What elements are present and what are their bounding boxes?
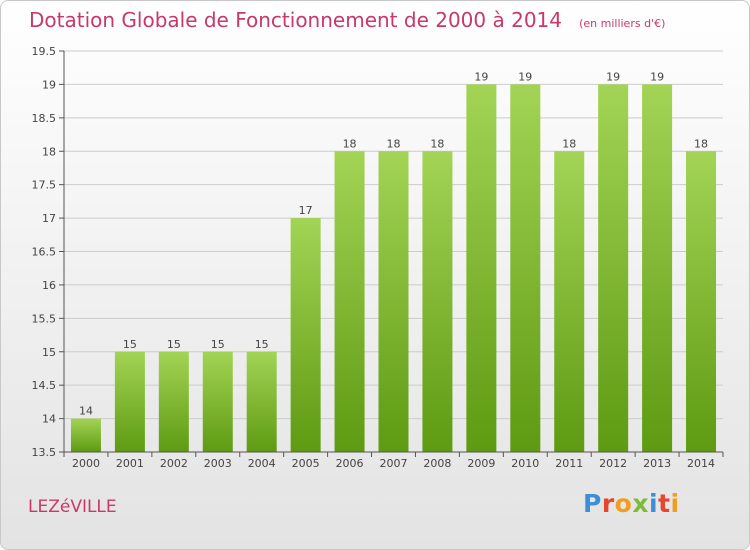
data-labels: 14 15 15 15 15 17 18 18 18 19 19 18 19 19 18 [79,70,708,417]
bar-2012 [598,84,629,453]
bars [70,84,717,453]
commune-name: LEZéVILLE [28,497,117,517]
y-tick-label: 15.5 [32,312,57,325]
x-tick-label: 2014 [687,457,715,470]
bar-2014 [686,151,717,452]
y-tick-label: 15 [42,346,56,359]
bar-2004 [246,351,277,452]
chart-title: Dotation Globale de Fonctionnement de 20… [29,8,562,32]
x-tick-label: 2007 [380,457,408,470]
logo-letter: P [583,489,602,518]
x-tick-label: 2011 [555,457,583,470]
data-label: 18 [343,137,357,150]
y-tick-label: 14.5 [32,379,57,392]
y-tick-label: 19 [42,78,56,91]
data-label: 18 [430,137,444,150]
y-tick-label: 19.5 [32,45,57,58]
data-label: 15 [255,338,269,351]
x-tick-label: 2010 [511,457,539,470]
bar-2001 [114,351,145,452]
data-label: 18 [387,137,401,150]
data-label: 18 [562,137,576,150]
y-tick-label: 18 [42,145,56,158]
data-label: 19 [650,70,664,83]
axes: 13.5 14 14.5 15 15.5 16 16.5 17 17.5 18 18.5 19 19.5… [32,45,724,470]
data-label: 15 [167,338,181,351]
bar-2010 [510,84,541,453]
x-tick-label: 2009 [467,457,495,470]
x-tick-label: 2005 [292,457,320,470]
bar-2003 [202,351,233,452]
bar-2005 [290,218,321,452]
data-label: 15 [123,338,137,351]
bar-2007 [378,151,409,452]
x-tick-label: 2006 [336,457,364,470]
bar-2002 [158,351,189,452]
y-tick-label: 16 [42,279,56,292]
logo-letter: o [614,489,633,518]
y-tick-label: 18.5 [32,112,57,125]
y-tick-label: 17 [42,212,56,225]
data-label: 19 [606,70,620,83]
bar-2009 [466,84,497,453]
bar-2008 [422,151,453,452]
logo-letter: t [658,489,671,518]
y-tick-label: 16.5 [32,246,57,259]
logo-letter: r [601,489,615,518]
bar-2013 [642,84,673,453]
x-tick-label: 2003 [204,457,232,470]
data-label: 19 [518,70,532,83]
data-label: 18 [694,137,708,150]
bar-2006 [334,151,365,452]
x-tick-label: 2000 [72,457,100,470]
proxiti-logo: Proxiti [583,489,680,518]
x-tick-label: 2001 [116,457,144,470]
data-label: 14 [79,405,93,418]
x-tick-label: 2002 [160,457,188,470]
y-tick-label: 13.5 [32,446,57,459]
data-label: 15 [211,338,225,351]
title-row: Dotation Globale de Fonctionnement de 20… [29,8,665,32]
logo-letter: i [670,489,680,518]
x-tick-label: 2012 [599,457,627,470]
data-label: 17 [299,204,313,217]
bar-2011 [554,151,585,452]
chart-subtitle: (en milliers d'€) [579,17,666,30]
y-tick-label: 14 [42,413,56,426]
logo-letter: i [649,489,659,518]
bar-2000 [70,418,101,452]
y-tick-label: 17.5 [32,179,57,192]
x-tick-label: 2008 [423,457,451,470]
data-label: 19 [474,70,488,83]
x-tick-label: 2013 [643,457,671,470]
x-tick-label: 2004 [248,457,276,470]
logo-letter: x [632,489,649,518]
